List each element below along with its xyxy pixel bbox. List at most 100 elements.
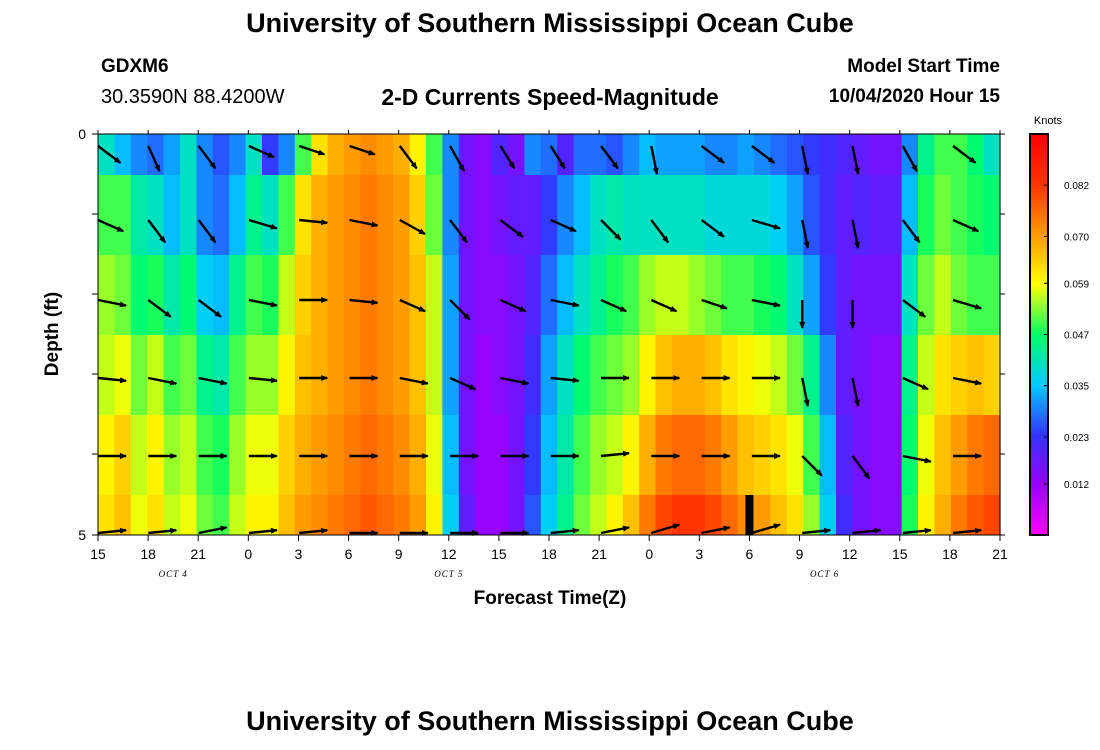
heatmap-cell	[98, 335, 115, 415]
heatmap-cell	[540, 175, 558, 255]
heatmap-cell	[294, 175, 312, 255]
heatmap-cell	[212, 495, 230, 535]
heatmap-cell	[475, 255, 493, 335]
heatmap-cell	[704, 495, 722, 535]
heatmap-cell	[327, 495, 345, 535]
current-vector-arrow	[349, 298, 379, 306]
heatmap-cell	[639, 415, 657, 495]
x-tick-label: 18	[942, 546, 958, 562]
current-vector-arrow	[97, 145, 122, 164]
heatmap-cell	[950, 495, 968, 535]
current-vector-arrow	[700, 219, 725, 238]
heatmap-cell	[491, 495, 509, 535]
heatmap-cell	[180, 335, 197, 415]
current-vector-arrow	[248, 527, 278, 535]
heatmap-cell	[655, 134, 673, 175]
heatmap-cell	[803, 335, 821, 415]
current-vector-arrow	[802, 527, 832, 535]
heatmap-cell	[409, 134, 427, 175]
heatmap-cell	[458, 134, 476, 175]
heatmap-cell	[721, 175, 739, 255]
current-vector-arrow	[600, 525, 630, 535]
heatmap-cell	[836, 255, 853, 335]
heatmap-cell	[918, 255, 935, 335]
heatmap-cell	[360, 495, 378, 535]
heatmap-cell	[639, 335, 657, 415]
heatmap-cell	[376, 495, 394, 535]
current-vector-arrow	[449, 299, 471, 321]
heatmap-cell	[803, 255, 821, 335]
current-vector-arrow	[952, 298, 983, 310]
heatmap-cell	[294, 335, 312, 415]
heatmap-cell	[672, 255, 689, 335]
heatmap-cell	[655, 255, 673, 335]
heatmap-cell	[540, 134, 558, 175]
heatmap-cell	[442, 175, 460, 255]
heatmap-cell	[393, 335, 411, 415]
heatmap-cell	[852, 175, 870, 255]
heatmap-cell	[196, 175, 214, 255]
heatmap-cell	[245, 255, 263, 335]
heatmap-cell	[983, 134, 1001, 175]
heatmap-cell	[573, 175, 591, 255]
current-vector-arrow	[198, 525, 228, 535]
x-tick-label: 21	[591, 546, 607, 562]
current-vector-arrow	[298, 144, 326, 156]
x-tick-label: 12	[441, 546, 457, 562]
current-vector-arrow	[148, 527, 178, 535]
heatmap-cell	[114, 255, 132, 335]
x-tick-label: 3	[295, 546, 303, 562]
heatmap-cell	[114, 175, 132, 255]
current-vector-arrow	[398, 145, 418, 170]
heatmap-cell	[180, 175, 197, 255]
current-vector-arrow	[499, 298, 527, 313]
heatmap-cell	[196, 335, 214, 415]
heatmap-cell	[786, 134, 804, 175]
current-vector-arrow	[600, 145, 619, 170]
heatmap-cell	[704, 175, 722, 255]
heatmap-cell	[934, 415, 952, 495]
heatmap-cell	[294, 134, 312, 175]
heatmap-cell	[147, 134, 165, 175]
heatmap-cell	[934, 134, 952, 175]
heatmap-cell	[606, 255, 624, 335]
heatmap-cell	[786, 335, 804, 415]
heatmap-cell	[180, 415, 197, 495]
heatmap-cell	[229, 255, 247, 335]
colorbar-label: 0.059	[1064, 279, 1089, 290]
heatmap	[98, 134, 1001, 535]
current-vector-arrow	[550, 376, 580, 384]
heatmap-cell	[967, 255, 985, 335]
current-vector-arrow	[248, 144, 276, 159]
heatmap-cell	[868, 175, 886, 255]
heatmap-cell	[426, 134, 443, 175]
current-vector-arrow	[902, 527, 932, 535]
heatmap-cell	[950, 175, 968, 255]
heatmap-cell	[409, 255, 427, 335]
heatmap-cell	[130, 175, 148, 255]
colorbar-label: 0.012	[1064, 480, 1089, 491]
current-vectors	[97, 144, 983, 536]
heatmap-cell	[393, 255, 411, 335]
heatmap-cell	[688, 335, 706, 415]
heatmap-cell	[130, 495, 148, 535]
current-vector-arrow	[600, 219, 622, 241]
heatmap-cell	[278, 335, 296, 415]
heatmap-cell	[508, 335, 525, 415]
current-vector-arrow	[650, 219, 670, 244]
heatmap-cell	[475, 495, 493, 535]
heatmap-cell	[803, 415, 821, 495]
x-tick-label: 9	[796, 546, 804, 562]
x-tick-label: 3	[695, 546, 703, 562]
heatmap-cell	[983, 415, 1001, 495]
current-vector-arrow	[901, 145, 918, 173]
heatmap-cell	[704, 255, 722, 335]
heatmap-cell	[704, 335, 722, 415]
heatmap-cell	[491, 255, 509, 335]
heatmap-cell	[229, 335, 247, 415]
heatmap-cell	[819, 134, 837, 175]
heatmap-cell	[229, 495, 247, 535]
heatmap-cell	[934, 495, 952, 535]
current-vector-arrow	[550, 218, 577, 233]
heatmap-cell	[147, 255, 165, 335]
